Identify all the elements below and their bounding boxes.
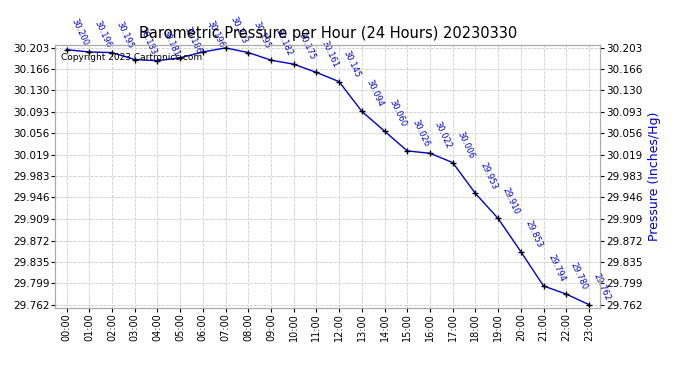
Text: 30.060: 30.060 <box>387 98 408 128</box>
Text: 30.175: 30.175 <box>297 31 317 62</box>
Title: Barometric Pressure per Hour (24 Hours) 20230330: Barometric Pressure per Hour (24 Hours) … <box>139 26 517 41</box>
Text: 30.094: 30.094 <box>364 78 385 109</box>
Text: 30.181: 30.181 <box>160 28 181 58</box>
Text: 29.953: 29.953 <box>478 160 499 190</box>
Text: 29.794: 29.794 <box>546 253 566 283</box>
Text: 30.026: 30.026 <box>410 118 431 148</box>
Text: 30.186: 30.186 <box>183 25 204 55</box>
Text: 30.195: 30.195 <box>251 20 271 50</box>
Text: 29.853: 29.853 <box>524 219 544 249</box>
Text: 30.196: 30.196 <box>206 19 226 49</box>
Y-axis label: Pressure (Inches/Hg): Pressure (Inches/Hg) <box>648 112 661 241</box>
Text: 30.161: 30.161 <box>319 39 339 70</box>
Text: 30.196: 30.196 <box>92 19 112 49</box>
Text: 29.762: 29.762 <box>592 272 612 302</box>
Text: 30.203: 30.203 <box>228 15 249 45</box>
Text: Copyright 2023 Cartronics.com: Copyright 2023 Cartronics.com <box>61 53 201 62</box>
Text: 30.145: 30.145 <box>342 49 362 79</box>
Text: 30.183: 30.183 <box>137 27 158 57</box>
Text: 30.022: 30.022 <box>433 120 453 150</box>
Text: 30.182: 30.182 <box>274 27 294 57</box>
Text: 29.780: 29.780 <box>569 261 589 291</box>
Text: 30.200: 30.200 <box>69 17 90 47</box>
Text: 30.006: 30.006 <box>455 130 476 160</box>
Text: 30.195: 30.195 <box>115 20 135 50</box>
Text: 29.910: 29.910 <box>501 186 521 216</box>
